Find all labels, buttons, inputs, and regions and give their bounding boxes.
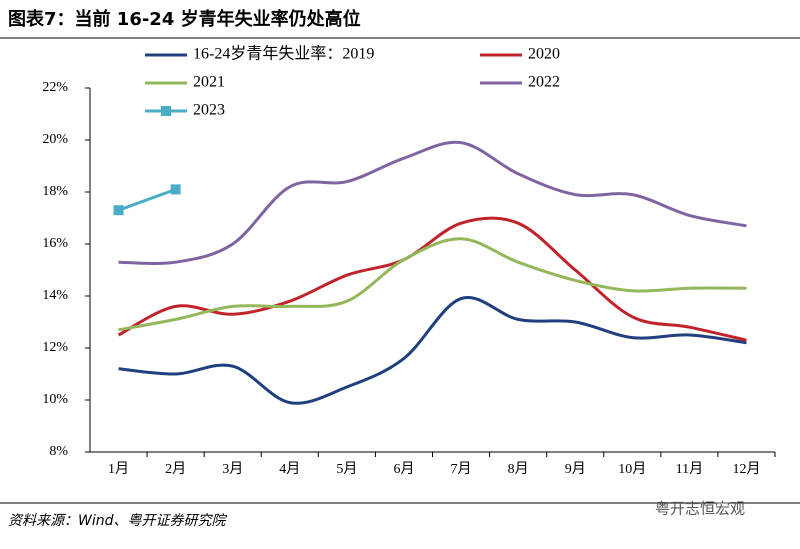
x-tick-label: 3月 [222,461,243,477]
y-tick-label: 22% [42,80,68,95]
x-tick-label: 4月 [279,461,300,477]
x-tick-label: 10月 [618,461,646,477]
x-tick-label: 7月 [451,461,472,477]
series-line [118,187,177,212]
legend-label: 2021 [193,74,225,91]
x-tick-label: 8月 [508,461,529,477]
point-marker [113,205,124,216]
y-tick-label: 8% [49,444,68,459]
x-tick-label: 6月 [393,461,414,477]
source: 资料来源：Wind、粤开证券研究院 [8,513,227,529]
legend-label: 2022 [528,74,560,91]
y-tick-label: 12% [42,340,68,355]
x-tick-label: 9月 [565,461,586,477]
chart-title: 图表7：当前 16-24 岁青年失业率仍处高位 [8,8,361,30]
y-tick-label: 18% [42,184,68,199]
legend-marker [161,106,171,116]
x-tick-label: 2月 [165,461,186,477]
series-line [117,216,747,342]
y-tick-label: 16% [42,236,68,251]
legend-label: 2023 [193,102,225,119]
series-line [118,140,747,266]
y-tick-label: 14% [42,288,68,303]
point-marker [170,184,181,195]
watermark: 粤开志恒宏观 [655,500,745,518]
legend-label: 16-24岁青年失业率：2019 [193,45,374,63]
x-tick-label: 1月 [108,461,129,477]
x-tick-label: 11月 [676,461,703,477]
series-line [118,295,747,405]
series-line [118,237,747,332]
y-tick-label: 10% [42,392,68,407]
x-tick-label: 5月 [336,461,357,477]
y-tick-label: 20% [42,132,68,147]
legend-label: 2020 [528,46,560,63]
x-tick-label: 12月 [732,461,760,477]
